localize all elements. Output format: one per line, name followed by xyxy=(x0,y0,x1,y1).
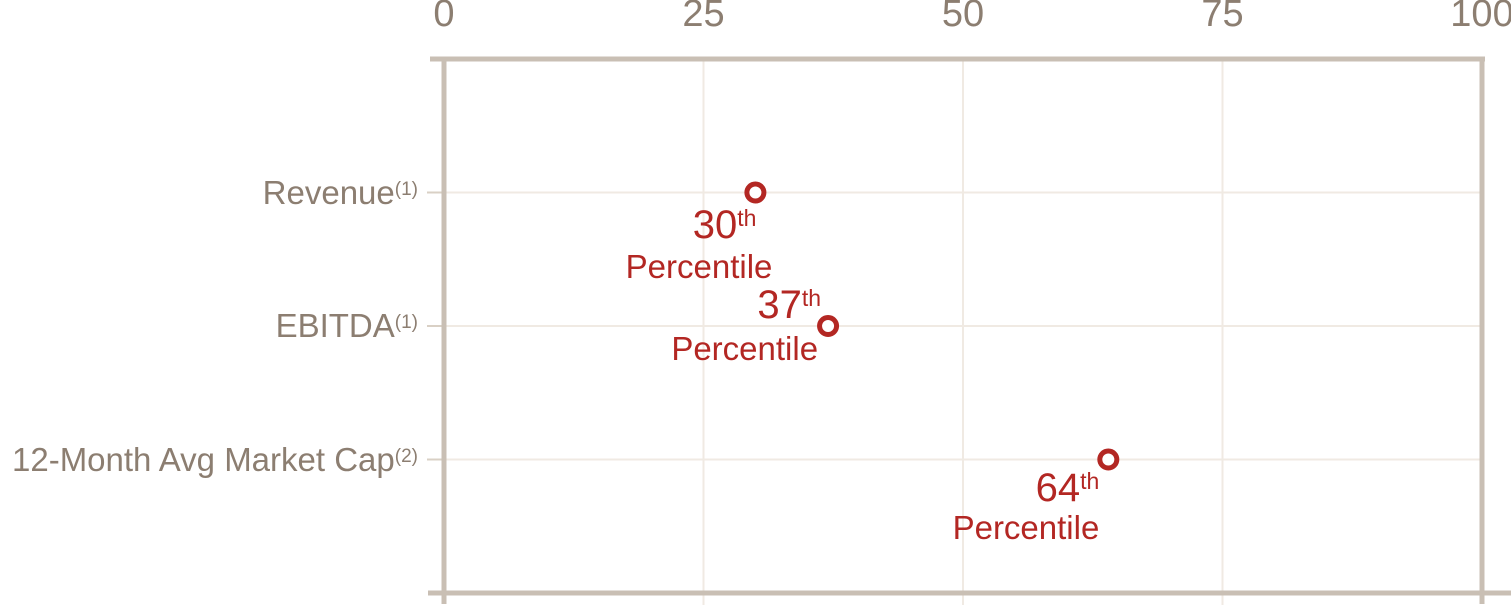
category-note: (1) xyxy=(394,311,418,333)
category-label-text: 12-Month Avg Market Cap xyxy=(12,440,395,478)
x-tick-label: 50 xyxy=(942,0,984,33)
annotation-ordinal: th xyxy=(801,285,822,311)
category-label-text: Revenue xyxy=(262,173,395,211)
category-label: EBITDA(1) xyxy=(276,309,418,342)
x-tick-label-text: 100 xyxy=(1450,0,1511,35)
annotation-word: Percentile xyxy=(626,250,773,283)
annotation-value: 64th xyxy=(1036,468,1100,508)
annotation-number: 37 xyxy=(757,283,802,327)
x-tick-label-text: 50 xyxy=(941,0,985,35)
x-tick-label: 0 xyxy=(433,0,454,33)
annotation-value: 37th xyxy=(757,285,821,325)
annotation-number: 64 xyxy=(1035,465,1081,510)
annotation-word-text: Percentile xyxy=(625,247,773,285)
data-point-marker xyxy=(817,315,840,337)
data-point-marker xyxy=(744,181,767,204)
category-label-text: EBITDA xyxy=(275,306,395,344)
x-tick-label: 25 xyxy=(682,0,724,33)
annotation-word-text: Percentile xyxy=(952,508,1100,546)
x-tick-label-text: 25 xyxy=(682,0,725,35)
annotation-word: Percentile xyxy=(671,332,818,365)
data-point-marker xyxy=(1097,448,1120,471)
annotation-value: 30th xyxy=(693,205,757,245)
category-label: 12-Month Avg Market Cap(2) xyxy=(12,442,418,475)
annotation-number: 30 xyxy=(692,202,738,247)
x-tick-label: 75 xyxy=(1201,0,1243,33)
annotation-word: Percentile xyxy=(953,511,1100,544)
x-tick-label-text: 0 xyxy=(433,0,455,35)
annotation-ordinal: th xyxy=(737,204,757,231)
annotation-ordinal: th xyxy=(1080,467,1100,494)
category-label: Revenue(1) xyxy=(263,175,418,208)
category-note: (2) xyxy=(394,445,418,467)
annotation-word-text: Percentile xyxy=(671,330,819,367)
x-tick-label: 100 xyxy=(1450,0,1511,33)
x-tick-label-text: 75 xyxy=(1201,0,1244,35)
category-note: (1) xyxy=(394,178,418,200)
